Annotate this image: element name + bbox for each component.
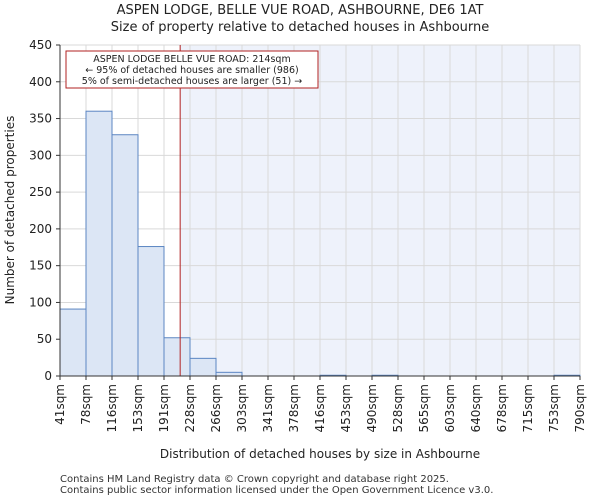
x-tick-label: 416sqm xyxy=(313,384,327,432)
histogram-bar xyxy=(215,371,243,377)
x-tick-label: 528sqm xyxy=(391,384,405,432)
x-tick-label: 266sqm xyxy=(209,384,223,432)
x-tick-label: 116sqm xyxy=(105,384,119,432)
x-tick-label: 341sqm xyxy=(261,384,275,432)
annotation-line-3: 5% of semi-detached houses are larger (5… xyxy=(82,76,302,87)
x-tick-label: 640sqm xyxy=(469,384,483,432)
annotation-line-1: ASPEN LODGE BELLE VUE ROAD: 214sqm xyxy=(93,54,290,65)
histogram-bar xyxy=(163,337,191,377)
annotation-line-2: ← 95% of detached houses are smaller (98… xyxy=(85,65,298,76)
histogram-bar xyxy=(85,110,113,377)
x-tick-label: 153sqm xyxy=(131,384,145,432)
y-tick-label: 200 xyxy=(29,222,52,236)
y-axis-label: Number of detached properties xyxy=(3,116,17,305)
x-tick-label: 603sqm xyxy=(443,384,457,432)
x-tick-label: 715sqm xyxy=(521,384,535,432)
histogram-bar xyxy=(137,246,165,377)
x-tick-label: 191sqm xyxy=(157,384,171,432)
y-tick-label: 450 xyxy=(29,38,52,52)
x-tick-label: 490sqm xyxy=(365,384,379,432)
footer-copyright: Contains HM Land Registry data © Crown c… xyxy=(60,474,449,485)
x-tick-label: 228sqm xyxy=(183,384,197,432)
histogram-bar xyxy=(59,308,87,377)
x-tick-label: 753sqm xyxy=(547,384,561,432)
y-tick-label: 350 xyxy=(29,112,52,126)
chart-subtitle: Size of property relative to detached ho… xyxy=(110,20,490,35)
x-axis-label: Distribution of detached houses by size … xyxy=(160,447,480,461)
y-tick-label: 150 xyxy=(29,259,52,273)
histogram-bar xyxy=(111,134,139,377)
annotation-box: ASPEN LODGE BELLE VUE ROAD: 214sqm ← 95%… xyxy=(65,50,319,89)
y-tick-label: 100 xyxy=(29,295,52,309)
y-tick-label: 400 xyxy=(29,75,52,89)
x-tick-label: 378sqm xyxy=(287,384,301,432)
y-tick-label: 0 xyxy=(44,369,52,383)
y-tick-label: 50 xyxy=(37,332,52,346)
x-tick-label: 678sqm xyxy=(495,384,509,432)
x-tick-label: 78sqm xyxy=(79,384,93,425)
x-tick-label: 303sqm xyxy=(235,384,249,432)
y-tick-label: 250 xyxy=(29,185,52,199)
histogram-bar xyxy=(189,357,217,377)
x-tick-label: 41sqm xyxy=(53,384,67,425)
x-tick-label: 790sqm xyxy=(573,384,587,432)
y-tick-label: 300 xyxy=(29,148,52,162)
x-tick-label: 453sqm xyxy=(339,384,353,432)
footer-licence: Contains public sector information licen… xyxy=(60,485,494,496)
x-tick-label: 565sqm xyxy=(417,384,431,432)
chart-title: ASPEN LODGE, BELLE VUE ROAD, ASHBOURNE, … xyxy=(116,3,484,18)
larger-region-shade xyxy=(180,45,580,376)
